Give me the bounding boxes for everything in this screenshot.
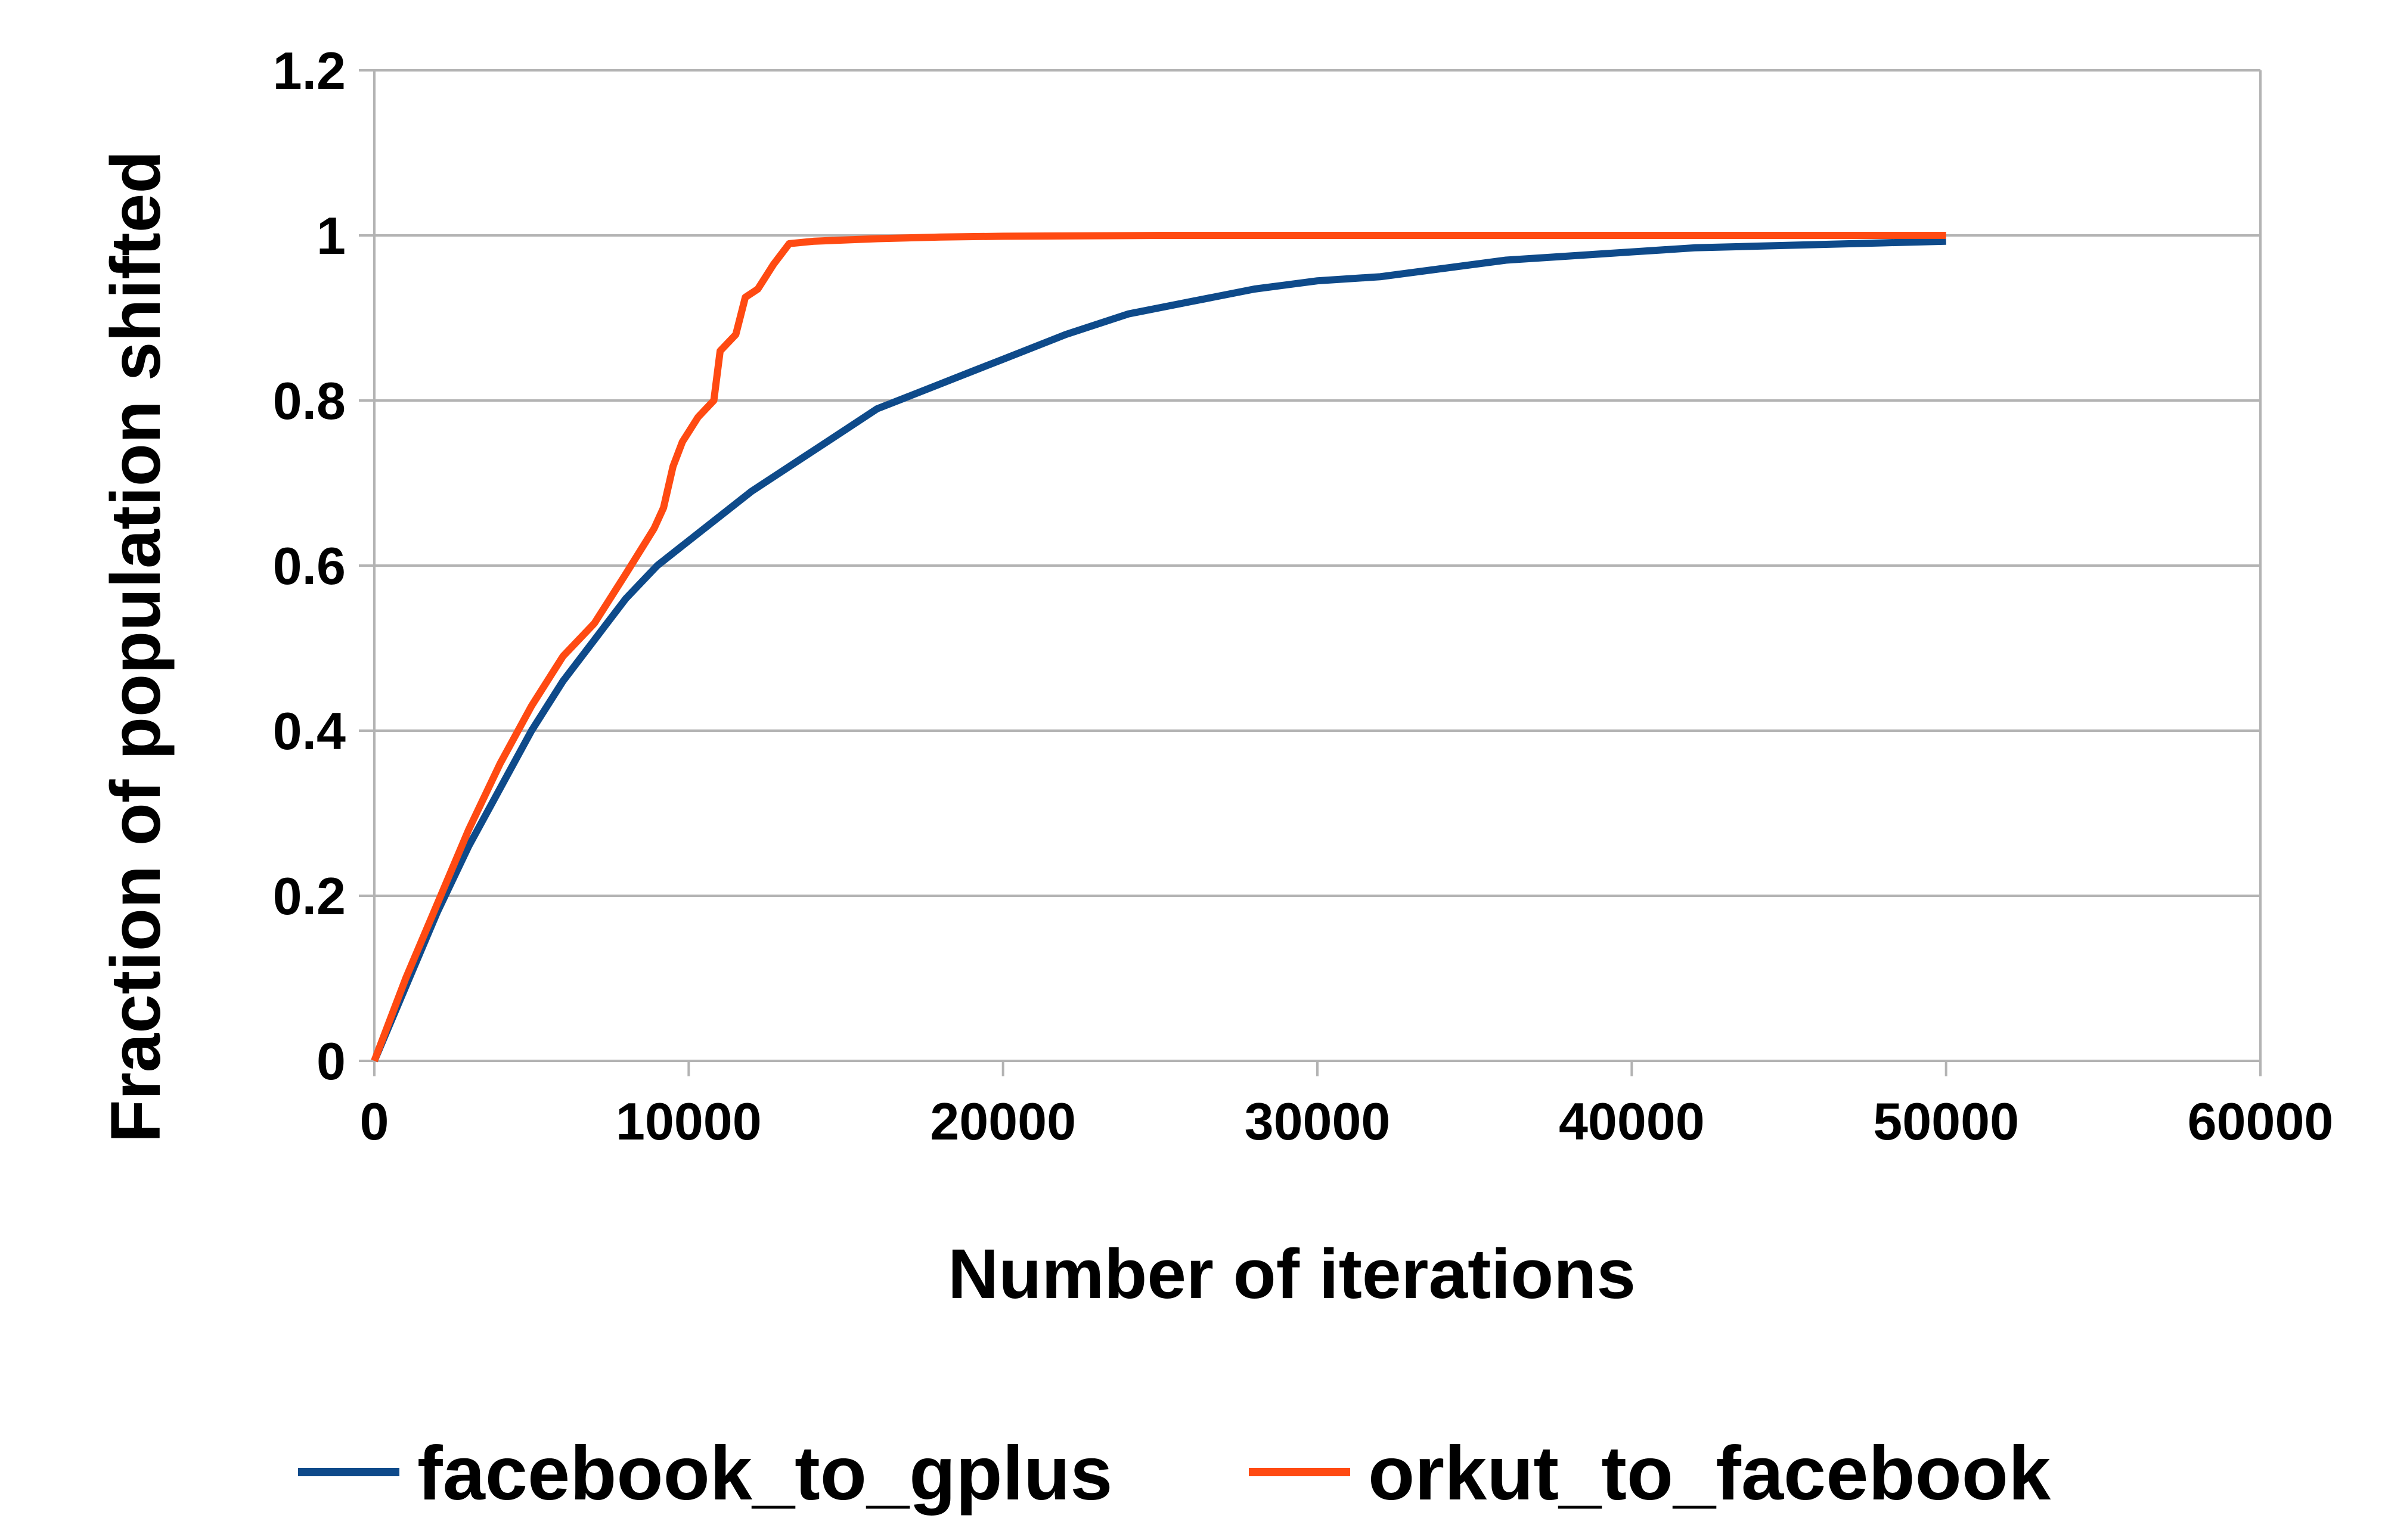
axes	[359, 69, 2262, 1076]
legend-label-orkut-to-facebook: orkut_to_facebook	[1368, 1431, 2051, 1516]
y-axis-title: Fraction of population shifted	[97, 151, 175, 1143]
x-tick-label: 40000	[1559, 1092, 1705, 1151]
y-tick-label: 0.4	[273, 701, 346, 760]
y-tick-label: 0.2	[273, 867, 346, 926]
x-tick-label: 50000	[1873, 1092, 2019, 1151]
x-axis-tick-labels: 0 10000 20000 30000 40000 50000 60000	[360, 1092, 2334, 1151]
x-tick-label: 30000	[1245, 1092, 1391, 1151]
series-line-orkut-to-facebook	[371, 232, 1946, 1063]
y-tick-label: 0.6	[273, 536, 346, 595]
y-tick-label: 1	[317, 206, 346, 265]
x-tick-label: 20000	[930, 1092, 1076, 1151]
y-tick-label: 0.8	[273, 371, 346, 430]
y-tick-label: 1.2	[273, 41, 346, 100]
data-series	[371, 232, 1946, 1063]
x-tick-label: 0	[360, 1092, 389, 1151]
x-tick-label: 60000	[2188, 1092, 2334, 1151]
series-line-facebook-to-gplus	[371, 237, 1946, 1063]
x-tick-label: 10000	[616, 1092, 762, 1151]
y-tick-label: 0	[317, 1032, 346, 1091]
legend-label-facebook-to-gplus: facebook_to_gplus	[417, 1431, 1112, 1516]
x-axis-title: Number of iterations	[948, 1235, 1636, 1314]
legend: facebook_to_gplus orkut_to_facebook	[298, 1431, 2051, 1516]
y-axis-tick-labels: 0 0.2 0.4 0.6 0.8 1 1.2	[273, 41, 346, 1091]
